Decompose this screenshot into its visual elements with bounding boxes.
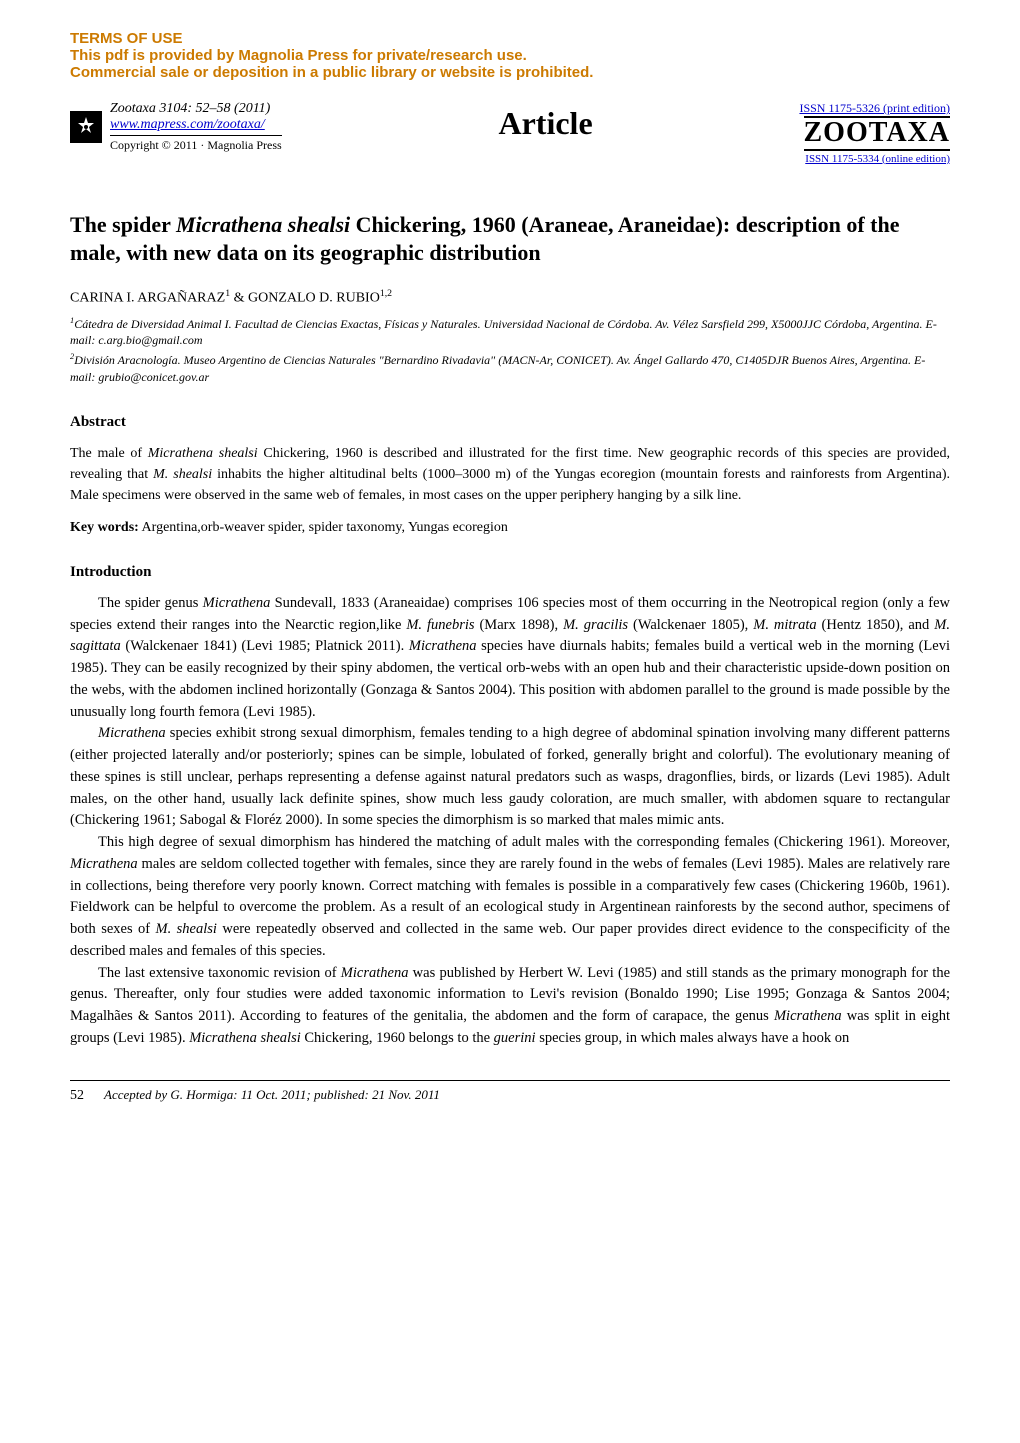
p4-text-a: The last extensive taxonomic revision of xyxy=(98,965,341,981)
introduction-heading: Introduction xyxy=(70,564,950,581)
affiliation-1: 1Cátedra de Diversidad Animal I. Faculta… xyxy=(70,315,950,350)
abstract-species-1: Micrathena shealsi xyxy=(148,446,258,461)
intro-paragraph-2: Micrathena species exhibit strong sexual… xyxy=(70,723,950,832)
p4-text-d: Chickering, 1960 belongs to the xyxy=(301,1030,494,1046)
intro-paragraph-3: This high degree of sexual dimorphism ha… xyxy=(70,832,950,963)
p1-text-a: The spider genus xyxy=(98,595,203,611)
abstract-species-2: M. shealsi xyxy=(153,467,212,482)
copyright-text: Copyright © 2011 · Magnolia Press xyxy=(110,135,282,153)
title-prefix: The spider xyxy=(70,212,176,237)
p4-text-e: species group, in which males always hav… xyxy=(536,1030,850,1046)
affiliation-2-text: División Aracnología. Museo Argentino de… xyxy=(70,353,925,384)
abstract-text-1: The male of xyxy=(70,446,148,461)
author-1: CARINA I. ARGAÑARAZ xyxy=(70,291,225,306)
p4-species-4: guerini xyxy=(494,1030,536,1046)
journal-header: Zootaxa 3104: 52–58 (2011) www.mapress.c… xyxy=(70,101,950,166)
terms-line-1: This pdf is provided by Magnolia Press f… xyxy=(70,47,950,64)
p3-species-2: M. shealsi xyxy=(156,921,217,937)
intro-paragraph-1: The spider genus Micrathena Sundevall, 1… xyxy=(70,593,950,724)
terms-of-use-block: TERMS OF USE This pdf is provided by Mag… xyxy=(70,30,950,81)
article-label: Article xyxy=(292,101,800,142)
issn-print-link[interactable]: ISSN 1175-5326 (print edition) xyxy=(799,101,950,115)
keywords-line: Key words: Argentina,orb-weaver spider, … xyxy=(70,520,950,536)
citation-text: Zootaxa 3104: 52–58 (2011) xyxy=(110,101,282,117)
p1-species-6: Micrathena xyxy=(409,638,477,654)
citation-block: Zootaxa 3104: 52–58 (2011) www.mapress.c… xyxy=(70,101,282,153)
p1-text-f: (Walckenaer 1841) (Levi 1985; Platnick 2… xyxy=(121,638,409,654)
p4-species-3: Micrathena shealsi xyxy=(189,1030,301,1046)
p1-species-1: Micrathena xyxy=(203,595,271,611)
journal-url-link[interactable]: www.mapress.com/zootaxa/ xyxy=(110,117,265,132)
footer-accepted-text: Accepted by G. Hormiga: 11 Oct. 2011; pu… xyxy=(104,1087,440,1103)
abstract-paragraph: The male of Micrathena shealsi Chickerin… xyxy=(70,443,950,506)
issn-block: ISSN 1175-5326 (print edition) ZOOTAXA I… xyxy=(799,101,950,166)
terms-line-2: Commercial sale or deposition in a publi… xyxy=(70,64,950,81)
p3-species-1: Micrathena xyxy=(70,856,138,872)
zootaxa-logo: ZOOTAXA xyxy=(804,116,951,151)
p1-text-c: (Marx 1898), xyxy=(475,617,564,633)
article-title: The spider Micrathena shealsi Chickering… xyxy=(70,211,950,268)
p1-species-4: M. mitrata xyxy=(753,617,816,633)
p4-species-2: Micrathena xyxy=(774,1008,842,1024)
p1-species-3: M. gracilis xyxy=(563,617,628,633)
publisher-logo-icon xyxy=(70,111,102,143)
p3-text-a: This high degree of sexual dimorphism ha… xyxy=(98,834,950,850)
authors: CARINA I. ARGAÑARAZ1 & GONZALO D. RUBIO1… xyxy=(70,288,950,307)
affiliation-2: 2División Aracnología. Museo Argentino d… xyxy=(70,351,950,386)
author-2: & GONZALO D. RUBIO xyxy=(230,291,380,306)
p1-text-e: (Hentz 1850), and xyxy=(817,617,935,633)
affiliation-1-text: Cátedra de Diversidad Animal I. Facultad… xyxy=(70,317,937,348)
p1-species-2: M. funebris xyxy=(406,617,474,633)
page-footer: 52 Accepted by G. Hormiga: 11 Oct. 2011;… xyxy=(70,1080,950,1104)
terms-title: TERMS OF USE xyxy=(70,30,950,47)
author-2-sup: 1,2 xyxy=(380,288,392,299)
keywords-text: Argentina,orb-weaver spider, spider taxo… xyxy=(139,520,508,535)
page-number: 52 xyxy=(70,1088,84,1104)
intro-paragraph-4: The last extensive taxonomic revision of… xyxy=(70,963,950,1050)
abstract-heading: Abstract xyxy=(70,414,950,431)
keywords-label: Key words: xyxy=(70,520,139,535)
p2-species-1: Micrathena xyxy=(98,725,166,741)
title-species: Micrathena shealsi xyxy=(176,212,350,237)
p2-text-a: species exhibit strong sexual dimorphism… xyxy=(70,725,950,828)
p1-text-d: (Walckenaer 1805), xyxy=(628,617,753,633)
issn-online-link[interactable]: ISSN 1175-5334 (online edition) xyxy=(805,153,950,165)
p4-species-1: Micrathena xyxy=(341,965,409,981)
